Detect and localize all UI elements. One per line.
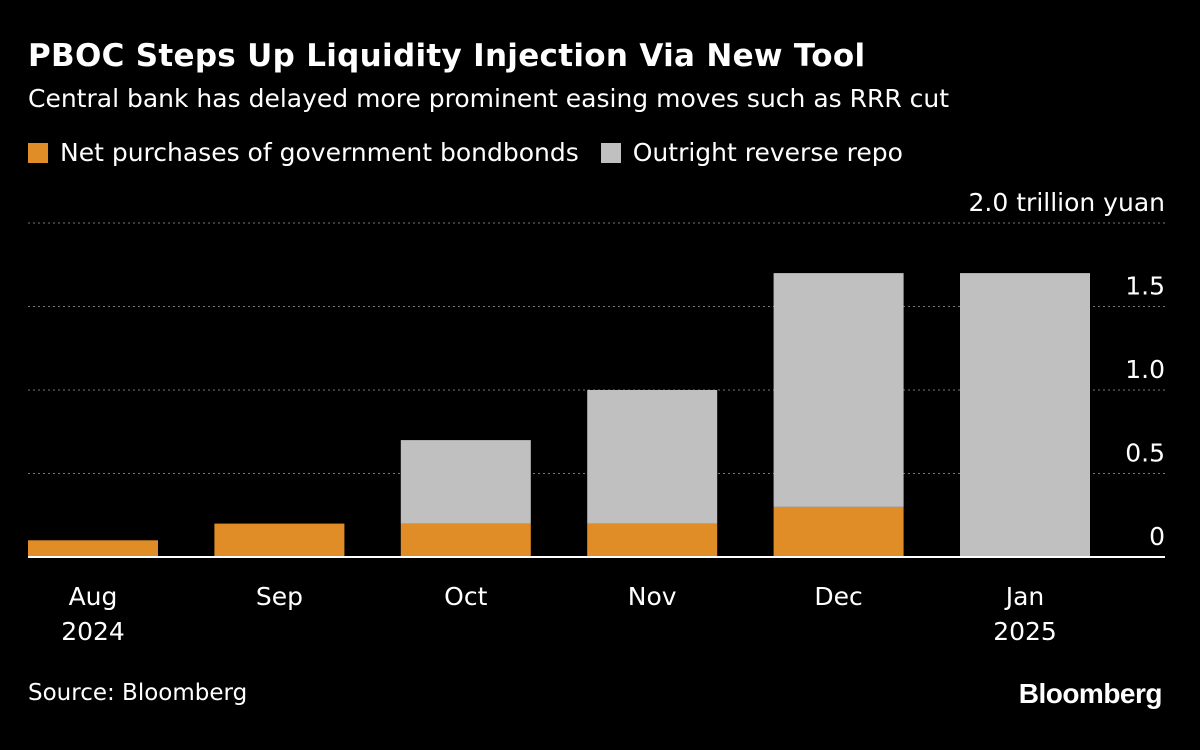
legend-swatch-bonds [28,142,48,163]
bar-nov-series-0 [587,523,718,557]
legend-item-bonds: Net purchases of government bondbonds [28,138,579,167]
x-tick-sublabel-jan: 2025 [993,617,1057,646]
y-tick-label-3: 1.5 [1125,272,1165,301]
legend-label-bonds: Net purchases of government bondbonds [60,138,579,167]
x-tick-label-dec: Dec [814,582,862,611]
chart-title: PBOC Steps Up Liquidity Injection Via Ne… [28,38,866,74]
bar-oct-series-1 [400,440,531,524]
bar-jan-series-1 [960,273,1090,557]
legend: Net purchases of government bondbonds Ou… [28,138,925,167]
legend-item-repo: Outright reverse repo [600,138,903,167]
source-note: Source: Bloomberg [28,680,248,706]
bar-oct-series-0 [400,523,531,557]
bar-sep-series-0 [214,523,345,557]
bar-dec-series-1 [773,273,904,507]
chart-subtitle: Central bank has delayed more prominent … [28,84,950,113]
y-tick-label-2: 1.0 [1125,355,1165,384]
bar-dec-series-0 [773,506,904,557]
legend-label-repo: Outright reverse repo [632,138,903,167]
y-tick-label-1: 0.5 [1125,439,1165,468]
x-tick-sublabel-aug: 2024 [61,617,125,646]
x-tick-label-nov: Nov [628,582,677,611]
x-tick-label-aug: Aug [69,582,118,611]
bloomberg-logo: Bloomberg [1018,678,1163,709]
bar-nov-series-1 [587,390,718,524]
x-tick-label-jan: Jan [1004,582,1045,611]
x-tick-label-oct: Oct [444,582,487,611]
x-tick-label-sep: Sep [256,582,303,611]
y-tick-label-0: 0 [1149,522,1165,551]
y-tick-label-4: 2.0 trillion yuan [969,188,1165,217]
legend-swatch-repo [600,142,621,163]
bar-aug-series-0 [28,540,158,557]
